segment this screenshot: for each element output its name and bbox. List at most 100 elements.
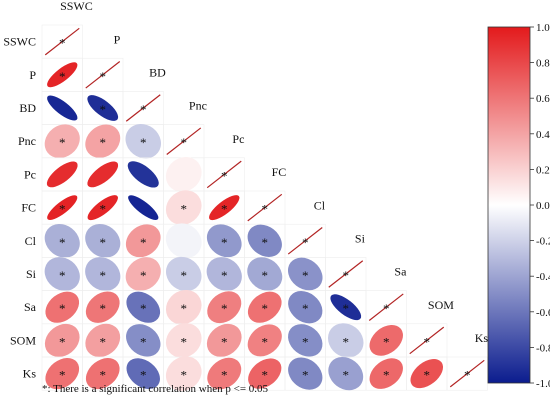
correlation-ellipse: [369, 325, 403, 356]
correlation-ellipse: [87, 161, 119, 188]
correlation-ellipse: [207, 357, 242, 390]
colorbar-tick-label: -0.80: [536, 342, 550, 354]
cell-fc-sswc: *: [41, 190, 83, 225]
correlation-ellipse: [47, 95, 78, 121]
cell-cl-cl: *: [284, 223, 326, 258]
significance-marker: *: [221, 235, 228, 250]
correlation-ellipse: [165, 323, 202, 358]
cell-si-cl: *: [284, 257, 326, 291]
diagonal-line: [247, 193, 283, 222]
significance-marker: *: [383, 301, 390, 316]
correlation-ellipse: [85, 257, 121, 291]
correlation-ellipse: [247, 224, 282, 257]
significance-marker: *: [59, 69, 66, 84]
correlation-ellipse: [46, 161, 78, 188]
correlation-ellipse: [45, 358, 80, 390]
correlation-ellipse: [165, 223, 202, 259]
row-label-som: SOM: [10, 333, 36, 347]
significance-marker: *: [181, 301, 188, 316]
correlation-ellipse: [165, 356, 202, 391]
diagonal-line: [44, 27, 80, 56]
diagonal-line: [409, 326, 445, 355]
cell-p-p: *: [82, 57, 124, 92]
significance-marker: *: [59, 235, 66, 250]
correlation-ellipse: [87, 95, 119, 121]
diagonal-line: [166, 127, 202, 155]
cell-ks-fc: *: [244, 356, 286, 391]
correlation-ellipse: [207, 291, 242, 324]
colorbar-tick-label: 1.0: [536, 22, 550, 34]
significance-marker: *: [262, 202, 269, 217]
significance-marker: *: [221, 268, 228, 283]
significance-marker: *: [100, 135, 107, 150]
cell-frame: [446, 356, 488, 391]
correlation-ellipse: [206, 257, 242, 291]
cell-sa-sa: *: [365, 290, 407, 325]
cell-ks-ks: *: [446, 356, 488, 391]
correlation-ellipse: [247, 291, 282, 323]
cell-sa-bd: *: [122, 290, 164, 325]
diagonal-line: [125, 94, 161, 122]
cell-cl-fc: *: [244, 223, 286, 258]
significance-marker: *: [383, 334, 390, 349]
row-label-pnc: Pnc: [18, 134, 36, 148]
cell-sswc-sswc: *: [41, 24, 83, 59]
significance-marker: *: [59, 368, 66, 383]
significance-marker: *: [221, 168, 228, 183]
cell-pnc-bd: *: [122, 124, 164, 159]
correlation-ellipse: [44, 323, 80, 357]
column-label-som: SOM: [428, 298, 454, 312]
cell-ks-si: *: [325, 356, 367, 391]
correlation-ellipse: [47, 62, 78, 88]
colorbar-tick-label: -0.60: [536, 307, 550, 319]
significance-marker: *: [59, 301, 66, 316]
significance-marker: *: [140, 334, 147, 349]
row-label-si: Si: [26, 267, 37, 281]
correlation-ellipse: [287, 257, 323, 291]
significance-marker: *: [302, 334, 309, 349]
significance-marker: *: [302, 268, 309, 283]
row-label-fc: FC: [21, 201, 36, 215]
significance-marker: *: [140, 235, 147, 250]
significance-marker: *: [181, 268, 188, 283]
cell-sa-p: *: [82, 290, 124, 325]
significance-marker: *: [262, 268, 269, 283]
significance-marker: *: [221, 301, 228, 316]
correlation-ellipse: [85, 223, 121, 258]
correlation-ellipse: [128, 195, 159, 220]
correlation-ellipse: [328, 357, 364, 391]
cell-ks-som: *: [406, 356, 448, 391]
correlation-ellipse: [45, 291, 80, 323]
column-label-sswc: SSWC: [60, 0, 93, 13]
cell-pnc-pnc: *: [163, 124, 205, 159]
diagonal-line: [85, 61, 121, 89]
cell-ks-sa: *: [365, 356, 407, 391]
cell-p-sswc: *: [41, 57, 83, 92]
correlation-ellipse: [126, 358, 160, 389]
significance-marker: *: [343, 301, 350, 316]
cell-bd-sswc: [41, 91, 83, 125]
correlation-ellipse: [206, 323, 242, 357]
significance-marker: *: [262, 301, 269, 316]
cell-fc-fc: *: [244, 190, 286, 225]
cell-som-sa: *: [365, 323, 407, 358]
column-label-pc: Pc: [232, 132, 244, 146]
significance-marker: *: [140, 301, 147, 316]
correlation-ellipse: [47, 195, 78, 220]
cell-pc-sswc: [41, 157, 83, 192]
significance-marker: *: [181, 202, 188, 217]
diagonal-line: [328, 260, 364, 288]
cell-pc-p: [82, 157, 124, 192]
correlation-ellipse: [125, 124, 162, 159]
colorbar: 1.0 0.80 0.60 0.40 0.20 0.0 -0.20 -0.40 -0.60 -0.…: [487, 22, 550, 390]
significance-marker: *: [100, 268, 107, 283]
significance-marker: *: [424, 334, 431, 349]
correlation-ellipse: [125, 224, 161, 258]
significance-marker: *: [100, 102, 107, 117]
significance-marker: *: [140, 135, 147, 150]
correlation-ellipse: [410, 359, 444, 389]
significance-marker: *: [221, 334, 228, 349]
column-label-cl: Cl: [314, 198, 326, 212]
